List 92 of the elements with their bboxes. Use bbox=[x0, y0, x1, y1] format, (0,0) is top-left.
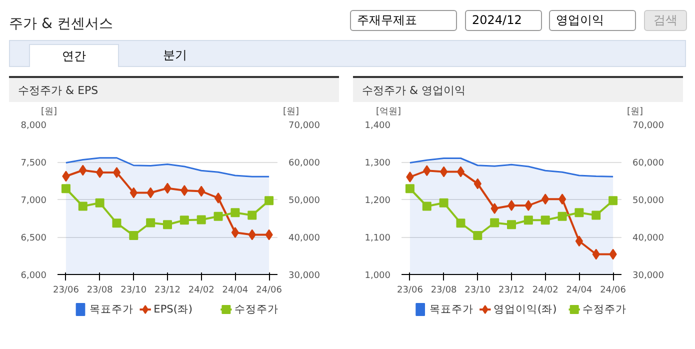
y-tick-label: 1,100 bbox=[364, 234, 391, 244]
text: 2024/12 bbox=[465, 10, 542, 31]
legend-label: 수정주가 bbox=[234, 304, 279, 316]
point bbox=[440, 166, 448, 178]
point bbox=[196, 215, 206, 224]
y2-axis-title: [원] bbox=[627, 106, 644, 119]
y2-tick-label: 30,000 bbox=[632, 271, 664, 281]
point bbox=[490, 203, 498, 214]
y2-tick-label: 60,000 bbox=[632, 158, 664, 168]
point bbox=[264, 196, 274, 206]
point bbox=[524, 200, 532, 211]
legend-label: 목표주가 bbox=[429, 304, 474, 316]
y2-tick-label: 60,000 bbox=[288, 158, 320, 168]
point bbox=[146, 218, 156, 228]
x-tick-label: 23/10 bbox=[120, 286, 147, 296]
chart-title: 수정주가 & EPS bbox=[9, 76, 339, 102]
y-axis-title: [억원] bbox=[376, 106, 401, 119]
y2-tick-label: 30,000 bbox=[288, 271, 320, 281]
point bbox=[608, 196, 618, 206]
text: 영업이익 bbox=[549, 10, 636, 31]
chart-title: 수정주가 & 영업이익 bbox=[353, 76, 683, 102]
point bbox=[112, 218, 122, 228]
point bbox=[405, 184, 414, 194]
point bbox=[112, 167, 121, 178]
y-tick-label: 1,200 bbox=[364, 196, 391, 206]
point bbox=[230, 208, 240, 218]
x-tick-label: 24/06 bbox=[600, 286, 626, 296]
point bbox=[61, 184, 70, 194]
point bbox=[507, 220, 516, 230]
legend-label: 수정주가 bbox=[582, 304, 627, 316]
y-tick-label: 6,500 bbox=[20, 234, 47, 244]
y-tick-label: 8,000 bbox=[20, 121, 47, 131]
point bbox=[78, 202, 88, 211]
point bbox=[95, 198, 104, 208]
y-tick-label: 6,000 bbox=[20, 271, 47, 281]
text: 검색 bbox=[644, 10, 687, 31]
point bbox=[96, 167, 104, 178]
text: 주가 & 컨센서스 bbox=[9, 15, 113, 34]
x-tick-label: 23/08 bbox=[430, 286, 458, 296]
point bbox=[490, 218, 500, 228]
x-tick-label: 24/04 bbox=[566, 286, 592, 296]
point bbox=[180, 185, 188, 196]
x-tick-label: 24/06 bbox=[256, 286, 282, 296]
x-tick-label: 23/12 bbox=[154, 286, 180, 296]
y2-tick-label: 50,000 bbox=[288, 196, 320, 206]
text: 분기 bbox=[162, 47, 188, 64]
point bbox=[456, 218, 466, 228]
text: 연간 bbox=[29, 44, 119, 67]
point bbox=[231, 227, 240, 238]
point bbox=[180, 216, 189, 225]
x-tick-label: 24/04 bbox=[222, 286, 248, 296]
x-tick-label: 23/06 bbox=[396, 286, 424, 296]
point bbox=[456, 166, 465, 178]
legend-label: 영업이익(좌) bbox=[494, 304, 557, 316]
y2-axis-title: [원] bbox=[283, 106, 300, 119]
x-tick-label: 23/06 bbox=[52, 286, 80, 296]
y2-tick-label: 50,000 bbox=[632, 196, 664, 206]
point bbox=[508, 200, 516, 211]
y-tick-label: 1,300 bbox=[364, 158, 391, 168]
point bbox=[592, 210, 601, 220]
y2-tick-label: 40,000 bbox=[632, 234, 664, 244]
legend-label: 목표주가 bbox=[90, 304, 134, 316]
point bbox=[575, 236, 584, 247]
y2-tick-label: 40,000 bbox=[288, 234, 320, 244]
y2-tick-label: 70,000 bbox=[288, 121, 320, 131]
point bbox=[422, 202, 432, 211]
point bbox=[163, 220, 172, 230]
point bbox=[214, 192, 222, 204]
point bbox=[214, 212, 223, 221]
text: 주재무제표 bbox=[350, 10, 457, 31]
point bbox=[439, 198, 448, 208]
y-tick-label: 7,000 bbox=[20, 196, 47, 206]
point bbox=[524, 216, 533, 225]
point bbox=[248, 210, 257, 220]
x-tick-label: 24/02 bbox=[532, 286, 558, 296]
x-tick-label: 23/12 bbox=[498, 286, 524, 296]
point bbox=[129, 231, 138, 240]
y-tick-label: 1,400 bbox=[364, 121, 391, 131]
x-tick-label: 23/10 bbox=[464, 286, 491, 296]
x-tick-label: 24/02 bbox=[188, 286, 214, 296]
y-axis-title: [원] bbox=[40, 106, 57, 119]
point bbox=[558, 194, 566, 205]
point bbox=[574, 208, 584, 218]
point bbox=[540, 216, 550, 225]
x-tick-label: 23/08 bbox=[86, 286, 114, 296]
y-tick-label: 1,000 bbox=[364, 271, 391, 281]
legend-label: EPS(좌) bbox=[154, 304, 193, 316]
y2-tick-label: 70,000 bbox=[632, 121, 664, 131]
point bbox=[406, 172, 414, 182]
y-tick-label: 7,500 bbox=[20, 158, 47, 168]
point bbox=[473, 231, 482, 240]
point bbox=[558, 212, 567, 221]
